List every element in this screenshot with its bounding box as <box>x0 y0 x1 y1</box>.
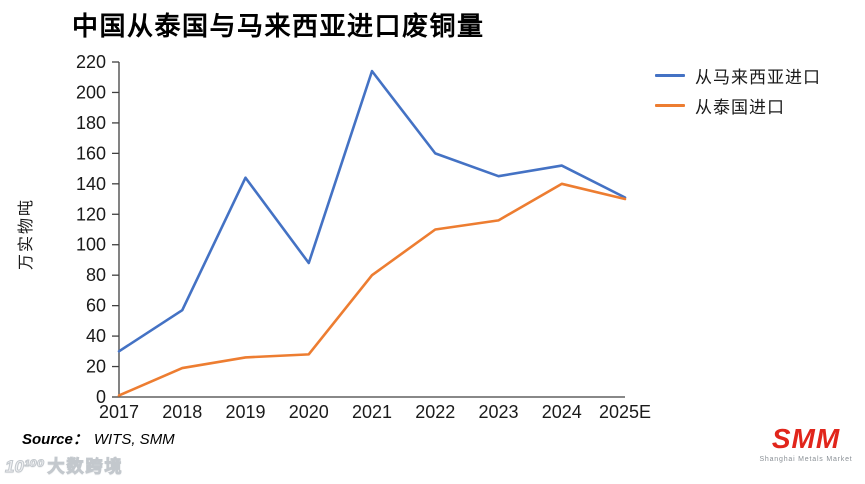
x-axis-tick-label: 2018 <box>162 402 202 422</box>
y-axis-tick-label: 40 <box>86 326 106 346</box>
smm-logo: SMM Shanghai Metals Market <box>756 423 856 464</box>
source-line: Source： WITS, SMM <box>22 428 175 449</box>
source-text: WITS, SMM <box>93 431 175 448</box>
watermark: 10¹⁰⁰ 大数跨境 <box>4 452 124 477</box>
legend-item-thailand: 从泰国进口 <box>655 90 821 120</box>
smm-logo-tagline: Shanghai Metals Market <box>759 456 853 463</box>
malaysia-line-swatch <box>655 73 685 77</box>
legend-label-malaysia: 从马来西亚进口 <box>695 67 821 87</box>
x-axis-tick-label: 2025E <box>599 402 651 422</box>
y-axis-tick-label: 120 <box>76 204 106 224</box>
legend: 从马来西亚进口 从泰国进口 <box>655 60 821 120</box>
x-axis-tick-label: 2024 <box>542 402 582 422</box>
legend-label-thailand: 从泰国进口 <box>695 97 785 117</box>
y-axis-tick-label: 140 <box>76 174 106 194</box>
malaysia-series-line <box>117 69 627 353</box>
y-axis-tick-label: 180 <box>76 113 106 133</box>
watermark-logo: 10¹⁰⁰ <box>4 457 45 477</box>
y-axis-tick-label: 220 <box>76 52 106 72</box>
y-axis-tick-label: 0 <box>96 387 106 407</box>
x-axis-tick-label: 2022 <box>415 402 455 422</box>
y-axis-tick-label: 60 <box>86 296 106 316</box>
source-prefix: Source： <box>22 431 88 448</box>
x-axis-tick-label: 2023 <box>478 402 518 422</box>
thailand-series-line <box>117 182 627 397</box>
x-axis-tick-label: 2017 <box>99 402 139 422</box>
chart-title: 中国从泰国与马来西亚进口废铜量 <box>72 11 485 41</box>
legend-item-malaysia: 从马来西亚进口 <box>655 60 821 90</box>
y-axis-tick-label: 160 <box>76 143 106 163</box>
watermark-text: 大数跨境 <box>47 457 124 477</box>
x-axis-tick-label: 2019 <box>225 402 265 422</box>
y-axis-tick-label: 100 <box>76 235 106 255</box>
y-axis-tick-label: 80 <box>86 265 106 285</box>
x-axis-tick-label: 2021 <box>352 402 392 422</box>
smm-logo-text: SMM <box>771 423 841 454</box>
x-axis-tick-label: 2020 <box>289 402 329 422</box>
y-axis-tick-label: 20 <box>86 357 106 377</box>
thailand-line-swatch <box>655 103 685 107</box>
y-axis-tick-label: 200 <box>76 82 106 102</box>
